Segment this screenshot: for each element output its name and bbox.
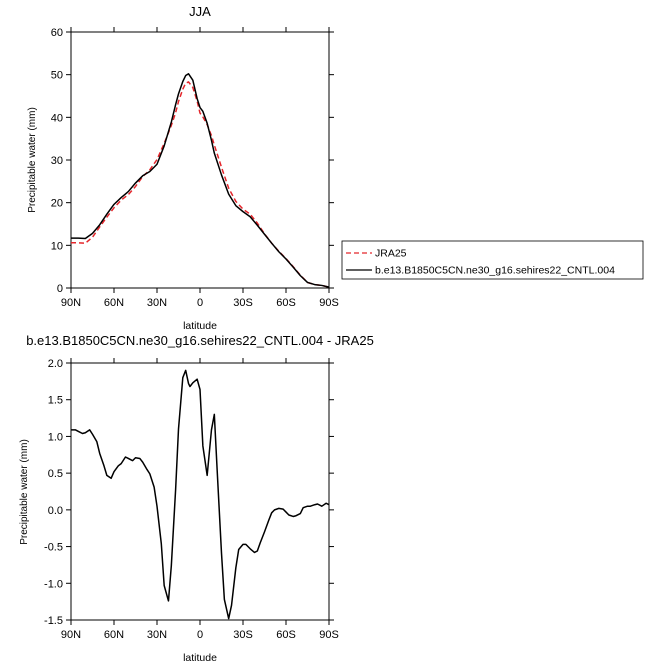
bottom-y-tick-label: 2.0	[48, 358, 63, 370]
legend: JRA25 b.e13.B1850C5CN.ne30_g16.sehires22…	[341, 240, 644, 280]
top-x-tick-label: 30N	[147, 297, 167, 309]
legend-label-jra25: JRA25	[375, 248, 407, 260]
bottom-x-tick-label: 30N	[147, 629, 167, 641]
top-plot-frame	[70, 31, 330, 289]
bottom-x-axis: 90N 60N 30N 0 30S 60S 90S	[61, 358, 339, 641]
bottom-x-tick-label: 0	[197, 629, 203, 641]
top-x-tick-label: 60N	[104, 297, 124, 309]
bottom-y-tick-label: 1.5	[48, 395, 63, 407]
bottom-y-tick-label: 1.0	[48, 431, 63, 443]
bottom-x-tick-label: 60S	[276, 629, 296, 641]
top-x-tick-label: 0	[197, 297, 203, 309]
top-series-line-0	[71, 81, 330, 288]
bottom-x-tick-label: 90N	[61, 629, 81, 641]
top-panel: JJA 0 10 20 30 40 50 60 90N 60N 30N 0 30S 60S 90S Pr…	[27, 4, 644, 332]
top-x-tick-label: 90S	[319, 297, 339, 309]
top-x-tick-label: 30S	[233, 297, 253, 309]
top-y-tick-label: 50	[51, 70, 63, 82]
bottom-series-lines	[71, 369, 330, 620]
bottom-y-tick-label: -0.5	[44, 542, 63, 554]
bottom-y-tick-label: -1.5	[44, 615, 63, 627]
bottom-x-tick-label: 30S	[233, 629, 253, 641]
top-y-tick-label: 20	[51, 198, 63, 210]
top-chart-title: JJA	[189, 4, 211, 19]
bottom-chart-title: b.e13.B1850C5CN.ne30_g16.sehires22_CNTL.…	[26, 333, 374, 348]
bottom-x-tick-label: 90S	[319, 629, 339, 641]
top-y-tick-label: 40	[51, 112, 63, 124]
top-series-line-1	[71, 73, 330, 288]
top-y-tick-label: 30	[51, 155, 63, 167]
legend-box	[341, 240, 644, 280]
top-x-axis-label: latitude	[183, 320, 217, 332]
bottom-x-axis-label: latitude	[183, 652, 217, 664]
bottom-x-tick-label: 60N	[104, 629, 124, 641]
bottom-y-tick-label: 0.0	[48, 505, 63, 517]
top-y-tick-label: 0	[57, 283, 63, 295]
top-x-axis: 90N 60N 30N 0 30S 60S 90S	[61, 27, 339, 309]
top-y-axis: 0 10 20 30 40 50 60	[51, 27, 334, 295]
top-y-tick-label: 60	[51, 27, 63, 39]
bottom-panel: b.e13.B1850C5CN.ne30_g16.sehires22_CNTL.…	[19, 333, 374, 664]
bottom-y-tick-label: 0.5	[48, 468, 63, 480]
top-y-axis-label: Precipitable water (mm)	[27, 107, 38, 213]
bottom-y-tick-label: -1.0	[44, 578, 63, 590]
legend-label-model: b.e13.B1850C5CN.ne30_g16.sehires22_CNTL.…	[375, 265, 615, 277]
top-series-lines	[71, 73, 330, 288]
bottom-y-axis-label: Precipitable water (mm)	[19, 439, 30, 545]
top-x-tick-label: 60S	[276, 297, 296, 309]
bottom-series-line-0	[71, 369, 330, 620]
bottom-y-axis: -1.5 -1.0 -0.5 0.0 0.5 1.0 1.5 2.0	[44, 358, 334, 627]
top-x-tick-label: 90N	[61, 297, 81, 309]
top-y-tick-label: 10	[51, 240, 63, 252]
